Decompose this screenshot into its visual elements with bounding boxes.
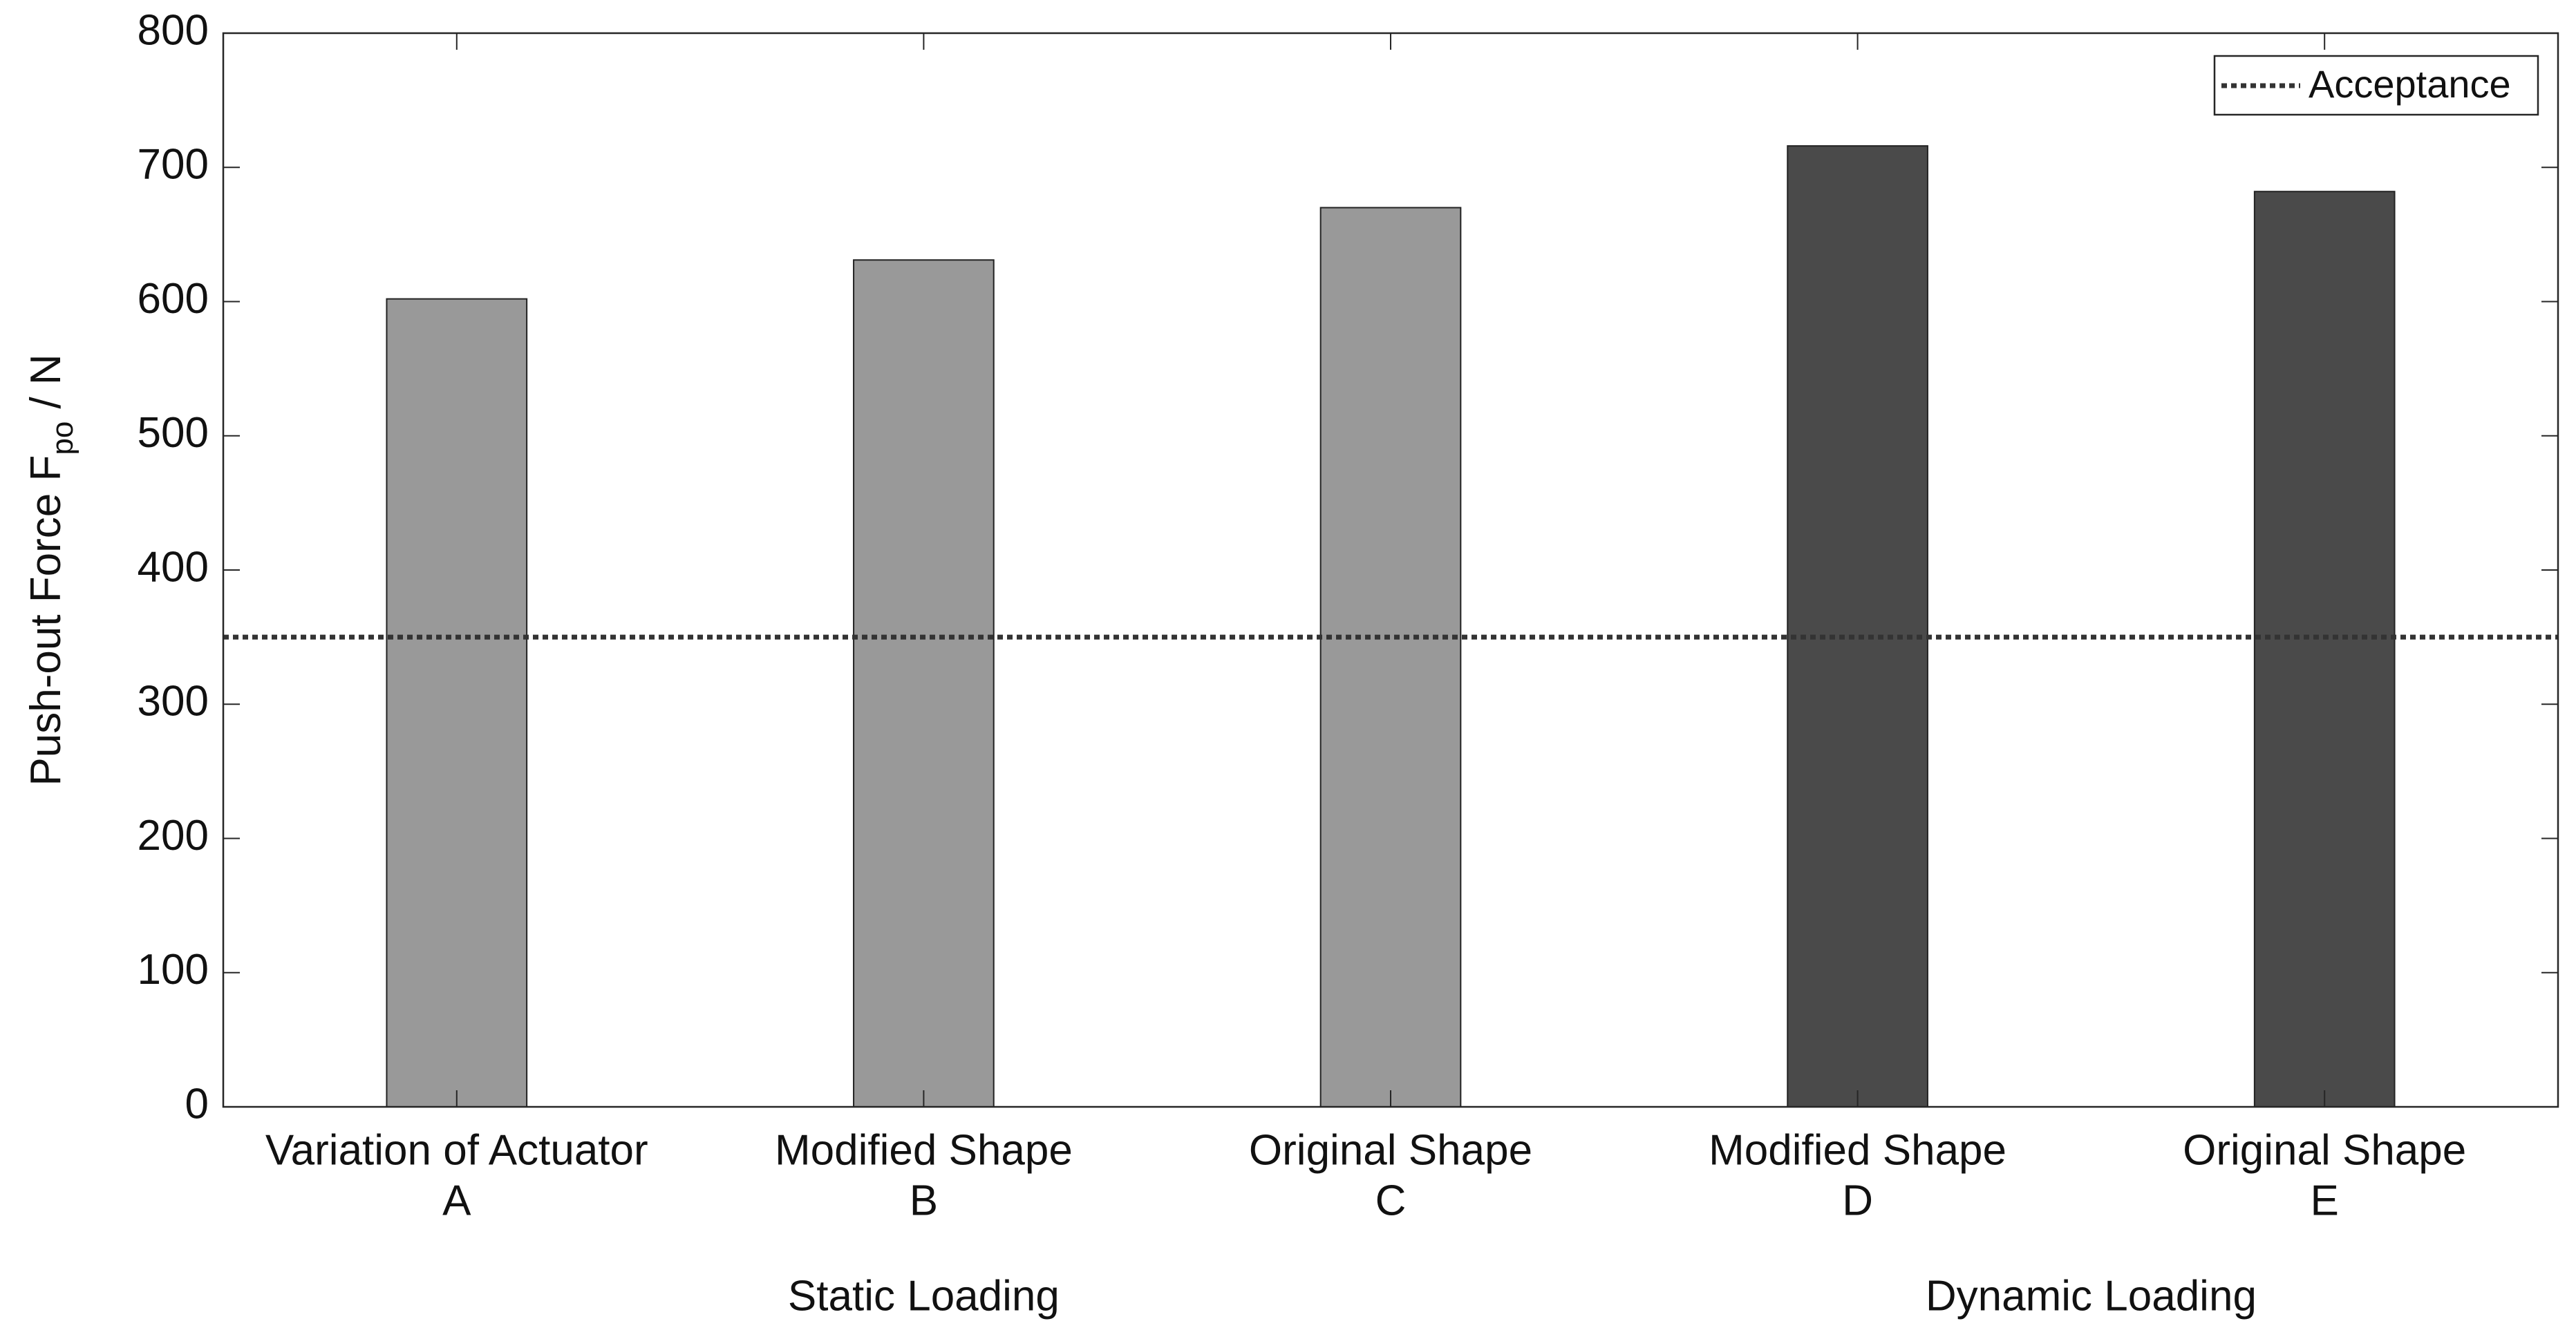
y-tick-label: 300 xyxy=(138,678,209,725)
x-tick-code: C xyxy=(1375,1177,1407,1224)
y-tick-label: 100 xyxy=(138,946,209,994)
y-label-unit: / N xyxy=(22,354,70,408)
y-tick-label: 700 xyxy=(138,141,209,189)
bar xyxy=(1319,207,1462,1108)
x-tick-label: Modified Shape xyxy=(775,1126,1073,1174)
x-tick-code: B xyxy=(910,1177,938,1224)
x-tick-label: Original Shape xyxy=(1249,1126,1532,1174)
group-label: Static Loading xyxy=(788,1272,1060,1320)
y-tick-label: 400 xyxy=(138,543,209,591)
y-tick-label: 0 xyxy=(185,1080,209,1128)
legend-box xyxy=(2213,55,2539,116)
axes-box xyxy=(222,32,2559,1108)
x-tick-code: D xyxy=(1842,1177,1873,1224)
y-label-sub: po xyxy=(46,421,79,455)
y-tick-label: 800 xyxy=(138,6,209,54)
x-tick-label: Variation of Actuator xyxy=(265,1126,648,1174)
legend-label: Acceptance xyxy=(2309,62,2511,106)
x-tick-label: Modified Shape xyxy=(1709,1126,2006,1174)
x-tick-label: Original Shape xyxy=(2183,1126,2466,1174)
y-tick-label: 200 xyxy=(138,812,209,860)
bar xyxy=(2253,191,2396,1108)
bar xyxy=(853,259,995,1108)
bar xyxy=(386,298,528,1108)
bar xyxy=(1787,145,1928,1108)
y-tick-label: 600 xyxy=(138,275,209,323)
x-tick-code: A xyxy=(442,1177,471,1224)
y-tick-label: 500 xyxy=(138,409,209,457)
group-label: Dynamic Loading xyxy=(1926,1272,2257,1320)
y-label-main: Push-out Force F xyxy=(22,455,70,786)
x-tick-code: E xyxy=(2311,1177,2339,1224)
y-axis-label: Push-out Force Fpo / N xyxy=(22,354,79,786)
